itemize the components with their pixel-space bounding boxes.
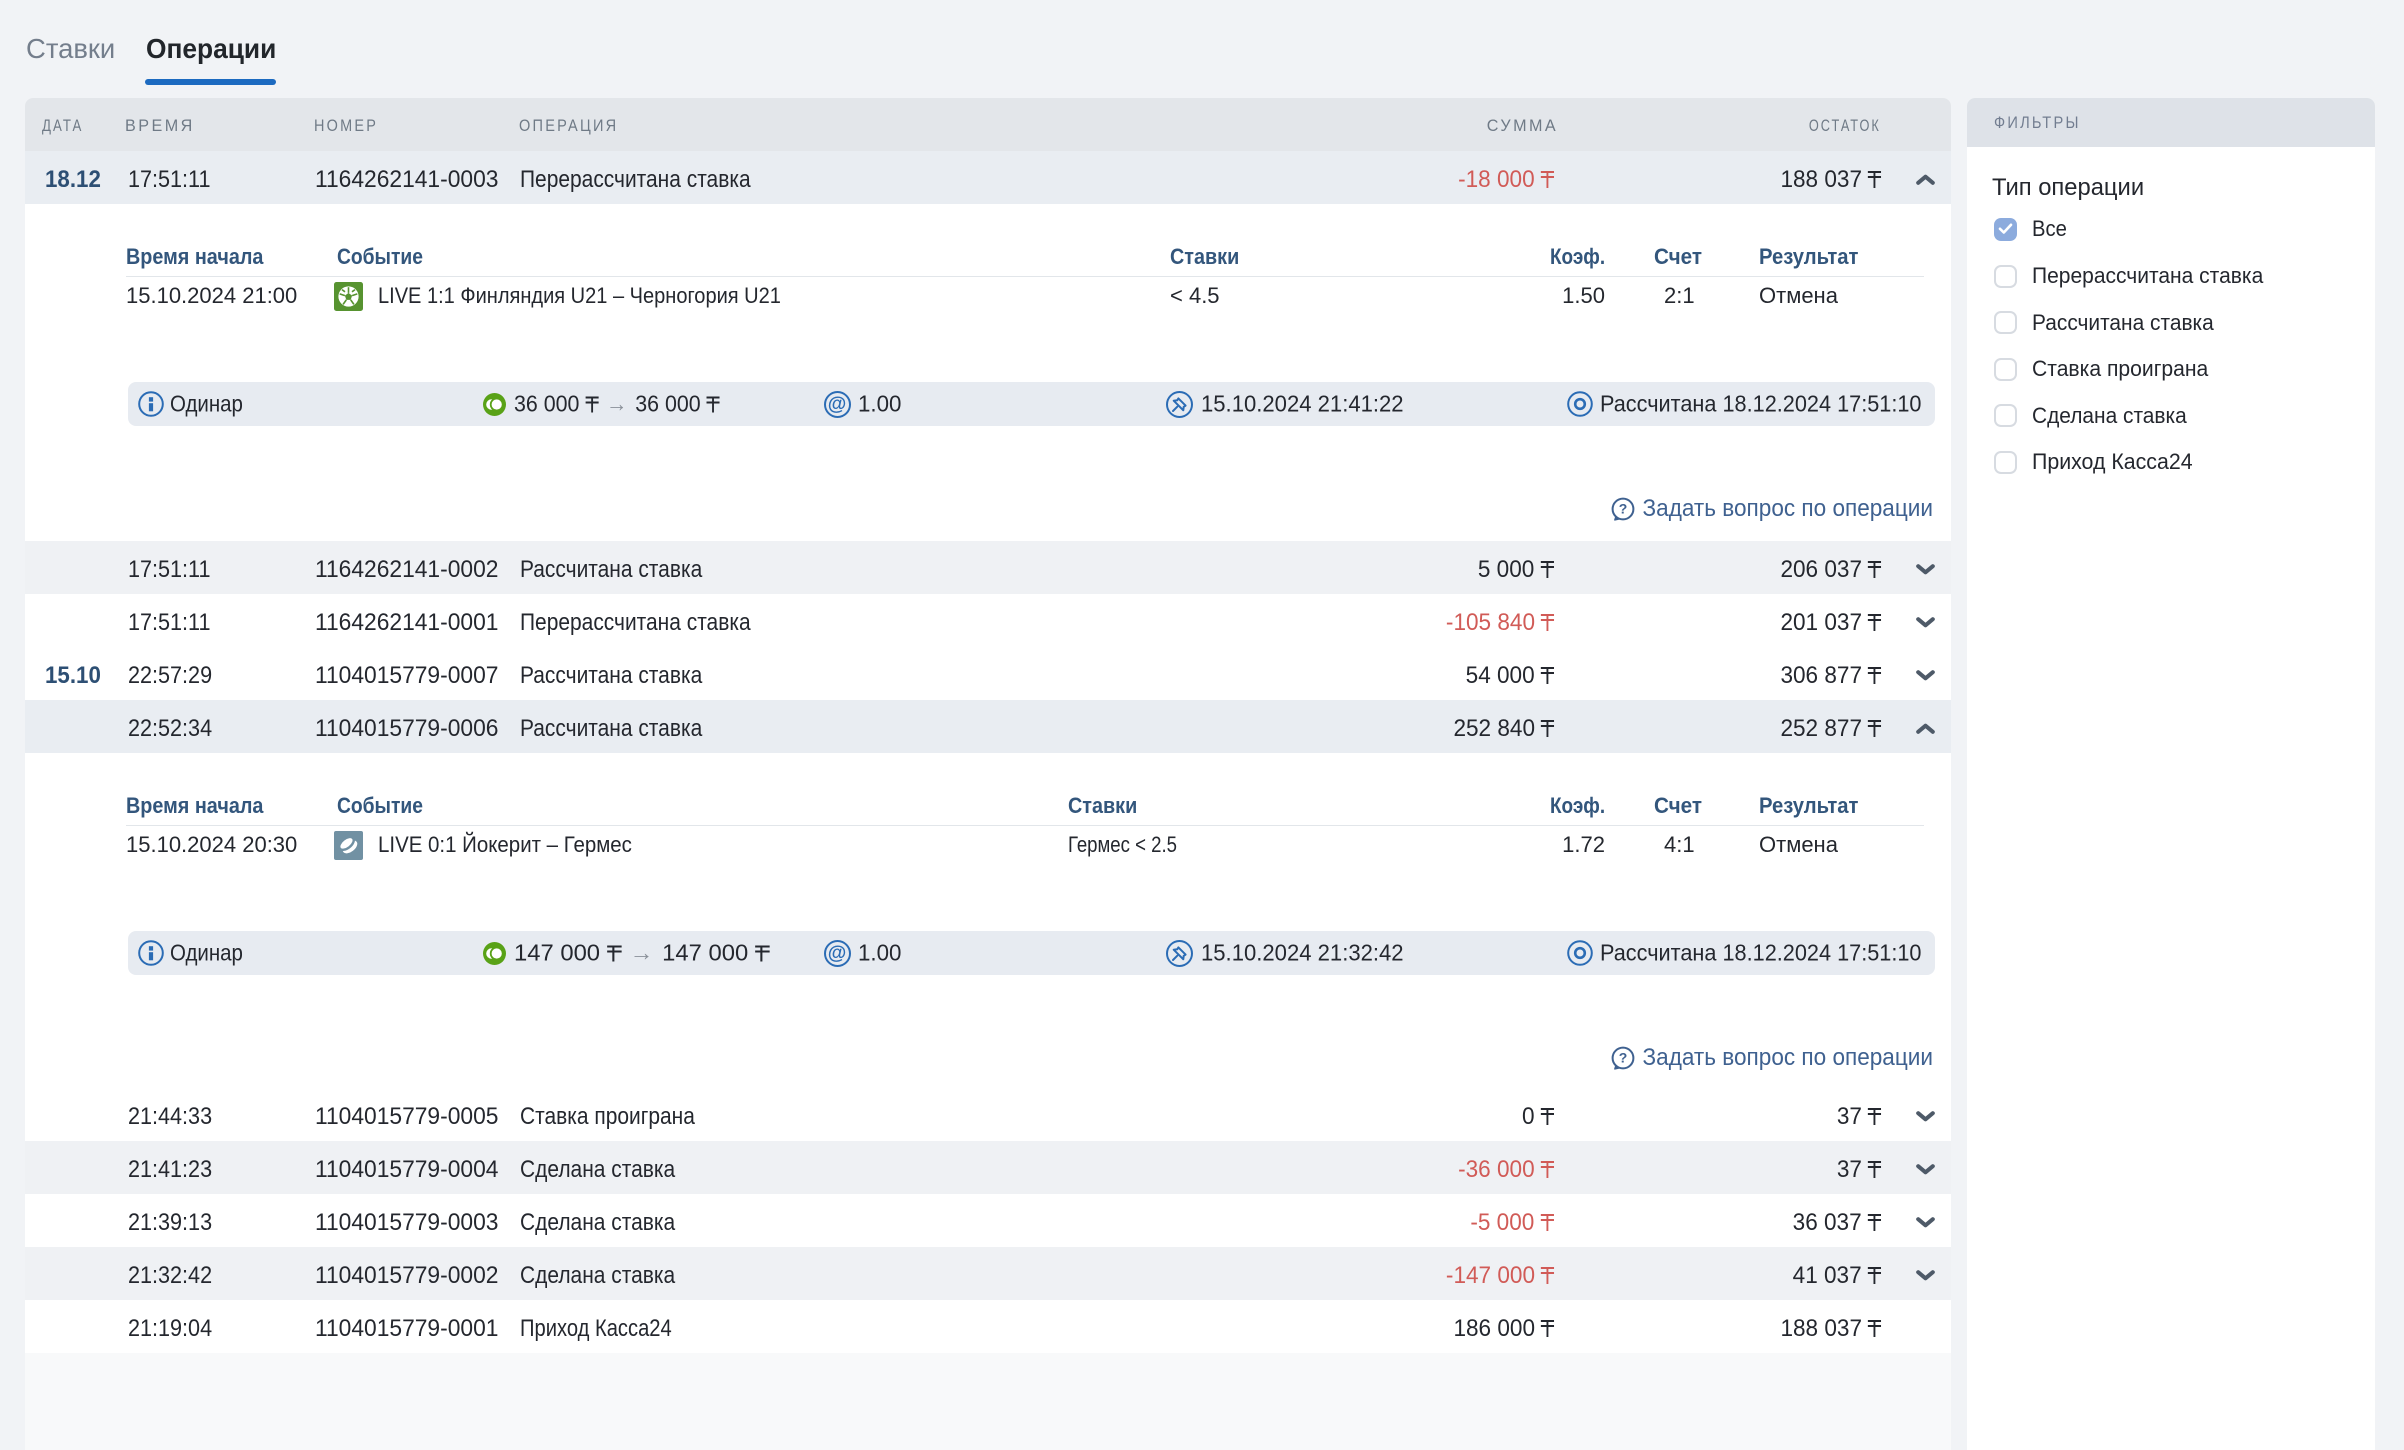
svg-text:?: ? — [1618, 1050, 1627, 1066]
svg-text:?: ? — [1618, 501, 1627, 517]
